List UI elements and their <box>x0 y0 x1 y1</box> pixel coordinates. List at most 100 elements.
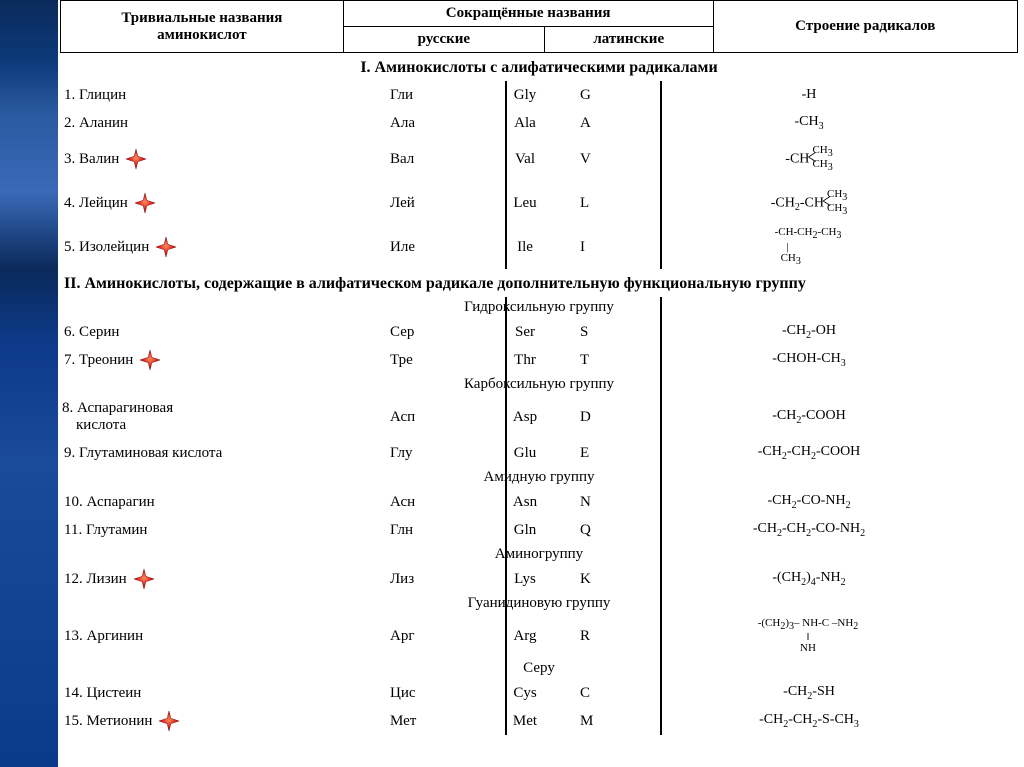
cell-ru: Лей <box>320 195 470 212</box>
cell-lat: Lys <box>470 571 580 588</box>
subsection-title: Серу <box>60 658 1018 679</box>
table-row: 8. Аспарагиноваякислота Асп Asp D -CH2-C… <box>60 395 1018 439</box>
cell-ru: Арг <box>320 628 470 645</box>
table-row: 9. Глутаминовая кислота Глу Glu E -CH2-C… <box>60 439 1018 467</box>
cell-code: T <box>580 352 620 369</box>
th-trivial-l2: аминокислот <box>157 27 247 43</box>
th-trivial: Тривиальные названия аминокислот <box>61 1 344 53</box>
cell-code: D <box>580 409 620 426</box>
table-row: 1. Глицин Гли Gly G -H <box>60 81 1018 109</box>
subsection-title: Амидную группу <box>60 467 1018 488</box>
cell-code: E <box>580 445 620 462</box>
cell-name: 10. Аспарагин <box>60 494 320 511</box>
subsection-title: Аминогруппу <box>60 544 1018 565</box>
cell-lat: Ala <box>470 115 580 132</box>
cell-radical: -CH2-CH2-COOH <box>620 444 1018 462</box>
cell-name: 1. Глицин <box>60 87 320 104</box>
cell-radical: -CH-CH2-CH3|CH3 <box>620 227 1018 266</box>
section-1-title: I. Аминокислоты с алифатическими радикал… <box>60 53 1018 81</box>
column-divider-2 <box>660 297 662 735</box>
cell-lat: Asn <box>470 494 580 511</box>
section-2-title: II. Аминокислоты, содержащие в алифатиче… <box>60 269 1018 297</box>
subsection-title: Карбоксильную группу <box>60 374 1018 395</box>
cell-radical: -H <box>620 87 1018 103</box>
column-divider-1 <box>505 297 507 735</box>
essential-star-icon <box>134 192 156 214</box>
cell-lat: Cys <box>470 685 580 702</box>
cell-ru: Асн <box>320 494 470 511</box>
cell-code: S <box>580 324 620 341</box>
table-row: 14. Цистеин Цис Cys C -CH2-SH <box>60 679 1018 707</box>
th-radical: Строение радикалов <box>713 1 1018 53</box>
essential-star-icon <box>139 349 161 371</box>
cell-code: I <box>580 239 620 256</box>
cell-ru: Иле <box>320 239 470 256</box>
cell-name: 15. Метионин <box>60 710 320 732</box>
cell-code: N <box>580 494 620 511</box>
th-trivial-l1: Тривиальные названия <box>121 10 282 26</box>
header-table: Тривиальные названия аминокислот Сокращё… <box>60 0 1018 53</box>
table-row: 11. Глутамин Глн Gln Q -CH2-CH2-CO-NH2 <box>60 516 1018 544</box>
table-row: 4. Лейцин Лей Leu L -CH2-CH<CH3CH3 <box>60 181 1018 225</box>
page-content: Тривиальные названия аминокислот Сокращё… <box>58 0 1024 767</box>
table-row: 6. Серин Сер Ser S -CH2-OH <box>60 318 1018 346</box>
table-row: 12. Лизин Лиз Lys K -(CH2)4-NH2 <box>60 565 1018 593</box>
th-abbrev: Сокращённые названия <box>343 1 713 27</box>
cell-ru: Глн <box>320 522 470 539</box>
cell-code: L <box>580 195 620 212</box>
cell-radical: -CH2-CH2-CO-NH2 <box>620 521 1018 539</box>
cell-lat: Gln <box>470 522 580 539</box>
cell-ru: Гли <box>320 87 470 104</box>
cell-code: R <box>580 628 620 645</box>
cell-lat: Ser <box>470 324 580 341</box>
cell-code: G <box>580 87 620 104</box>
table-row: 3. Валин Вал Val V -CH<CH3CH3 <box>60 137 1018 181</box>
table-row: 10. Аспарагин Асн Asn N -CH2-CO-NH2 <box>60 488 1018 516</box>
cell-ru: Глу <box>320 445 470 462</box>
cell-ru: Асп <box>320 409 470 426</box>
cell-ru: Тре <box>320 352 470 369</box>
cell-ru: Мет <box>320 713 470 730</box>
column-divider-2 <box>660 81 662 269</box>
cell-radical: -CH2-SH <box>620 684 1018 702</box>
cell-radical: -CH2-OH <box>620 323 1018 341</box>
cell-radical: -(CH2)4-NH2 <box>620 570 1018 588</box>
cell-code: Q <box>580 522 620 539</box>
cell-code: M <box>580 713 620 730</box>
cell-code: C <box>580 685 620 702</box>
cell-lat: Val <box>470 151 580 168</box>
cell-name: 6. Серин <box>60 324 320 341</box>
cell-lat: Gly <box>470 87 580 104</box>
cell-name: 4. Лейцин <box>60 192 320 214</box>
essential-star-icon <box>133 568 155 590</box>
cell-lat: Arg <box>470 628 580 645</box>
cell-name: 13. Аргинин <box>60 628 320 645</box>
cell-radical: -CH2-CH<CH3CH3 <box>620 189 1018 217</box>
cell-ru: Цис <box>320 685 470 702</box>
cell-lat: Asp <box>470 409 580 426</box>
essential-star-icon <box>155 236 177 258</box>
th-latin: латинские <box>544 27 713 53</box>
cell-lat: Thr <box>470 352 580 369</box>
essential-star-icon <box>158 710 180 732</box>
cell-radical: -(CH2)3– NH-C –NH2‖NH <box>620 618 1018 653</box>
cell-name: 3. Валин <box>60 148 320 170</box>
table-row: 15. Метионин Мет Met M -CH2-CH2-S-CH3 <box>60 707 1018 735</box>
cell-ru: Сер <box>320 324 470 341</box>
cell-name: 8. Аспарагиноваякислота <box>60 400 320 435</box>
table-row: 13. Аргинин Арг Arg R -(CH2)3– NH-C –NH2… <box>60 614 1018 658</box>
cell-name: 11. Глутамин <box>60 522 320 539</box>
cell-code: K <box>580 571 620 588</box>
cell-lat: Ile <box>470 239 580 256</box>
cell-lat: Leu <box>470 195 580 212</box>
cell-ru: Вал <box>320 151 470 168</box>
table-row: 5. Изолейцин Иле Ile I -CH-CH2-CH3|CH3 <box>60 225 1018 269</box>
essential-star-icon <box>125 148 147 170</box>
cell-name: 2. Аланин <box>60 115 320 132</box>
block-section1: 1. Глицин Гли Gly G -H 2. Аланин Ала Ala… <box>60 81 1018 269</box>
cell-name: 14. Цистеин <box>60 685 320 702</box>
cell-ru: Ала <box>320 115 470 132</box>
cell-name: 12. Лизин <box>60 568 320 590</box>
cell-name: 5. Изолейцин <box>60 236 320 258</box>
table-row: 7. Треонин Тре Thr T -CHOH-CH3 <box>60 346 1018 374</box>
